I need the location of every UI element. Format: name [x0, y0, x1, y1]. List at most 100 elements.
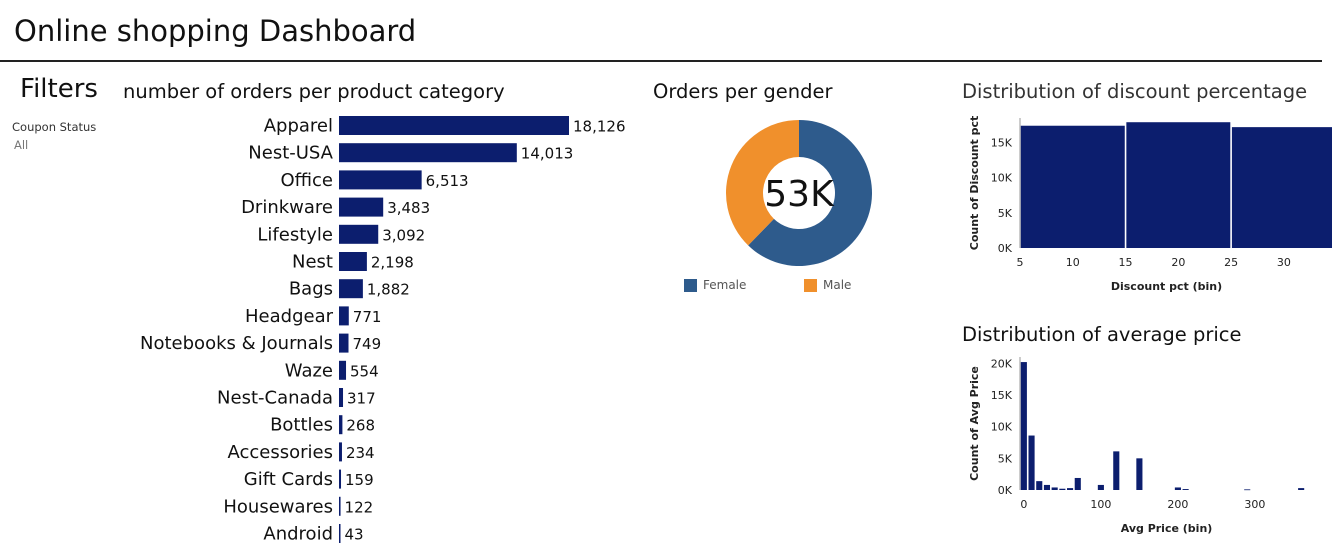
- histogram-bar[interactable]: [1126, 122, 1231, 248]
- y-tick-label: 5K: [998, 452, 1013, 465]
- category-value-label: 6,513: [426, 172, 469, 190]
- category-bar[interactable]: [339, 252, 367, 271]
- y-tick-label: 15K: [991, 137, 1013, 150]
- discount-histogram: 0K 5K 10K 15K 5 10 15 20 25 30 Discount pct (bin) C…: [968, 116, 1332, 293]
- y-tick-label: 10K: [991, 421, 1013, 434]
- category-label: Housewares: [223, 496, 333, 517]
- category-bar[interactable]: [339, 469, 342, 489]
- y-tick-label: 0K: [998, 484, 1013, 497]
- category-bar[interactable]: [339, 388, 344, 407]
- legend-male-label: Male: [823, 278, 852, 292]
- category-value-label: 1,882: [367, 281, 410, 299]
- category-bar[interactable]: [339, 197, 384, 217]
- histogram-bar[interactable]: [1020, 362, 1027, 490]
- category-bar[interactable]: [339, 170, 422, 190]
- gender-chart-title: Orders per gender: [653, 80, 833, 103]
- category-label: Nest-Canada: [217, 388, 333, 409]
- category-bar[interactable]: [339, 524, 341, 543]
- coupon-status-filter-value[interactable]: All: [14, 138, 29, 152]
- discount-chart-title: Distribution of discount percentage: [962, 80, 1308, 103]
- category-value-label: 268: [346, 417, 375, 435]
- histogram-bar[interactable]: [1244, 489, 1251, 491]
- category-label: Bags: [289, 279, 333, 300]
- category-value-label: 554: [350, 362, 379, 380]
- category-bar[interactable]: [339, 415, 343, 435]
- category-value-label: 317: [347, 390, 376, 408]
- dashboard-title: Online shopping Dashboard: [14, 14, 417, 48]
- y-tick-label: 5K: [998, 207, 1013, 220]
- category-value-label: 14,013: [521, 145, 574, 163]
- category-bar[interactable]: [339, 442, 342, 462]
- histogram-bar[interactable]: [1074, 477, 1081, 490]
- slice-male[interactable]: [726, 120, 799, 246]
- y-axis-title: Count of Discount pct: [968, 116, 981, 250]
- avg-price-histogram: 0K 5K 10K 15K 20K 0 100 200 300 Avg Price (bin) Co…: [968, 357, 1305, 535]
- histogram-bar[interactable]: [1231, 127, 1332, 248]
- gender-donut-chart: 53K: [726, 120, 872, 266]
- category-label: Office: [280, 170, 333, 191]
- male-swatch: [804, 278, 817, 292]
- category-label: Android: [263, 524, 333, 545]
- female-swatch: [684, 278, 697, 292]
- category-label: Nest-USA: [248, 143, 333, 164]
- x-tick-label: 15: [1119, 256, 1133, 269]
- category-label: Waze: [285, 360, 333, 381]
- histogram-bar[interactable]: [1020, 125, 1125, 248]
- legend-female[interactable]: Female: [684, 278, 746, 292]
- histogram-bar[interactable]: [1298, 488, 1305, 490]
- donut-center-label: 53K: [764, 174, 835, 215]
- category-value-label: 771: [353, 308, 382, 326]
- category-value-label: 3,092: [382, 226, 425, 244]
- y-axis-title: Count of Avg Price: [968, 366, 981, 481]
- category-value-label: 749: [353, 335, 382, 353]
- filters-title: Filters: [20, 74, 98, 104]
- category-bar[interactable]: [339, 279, 363, 299]
- category-bar[interactable]: [339, 496, 341, 516]
- title-divider: [0, 60, 1322, 62]
- category-bar[interactable]: [339, 333, 349, 353]
- y-tick-label: 0K: [998, 242, 1013, 255]
- histogram-bar[interactable]: [1036, 481, 1043, 490]
- histogram-bar[interactable]: [1113, 451, 1120, 490]
- category-label: Headgear: [245, 306, 334, 327]
- category-label: Gift Cards: [244, 469, 333, 490]
- category-value-label: 18,126: [573, 118, 626, 136]
- slice-female[interactable]: [748, 120, 872, 266]
- category-bar[interactable]: [339, 224, 379, 244]
- x-tick-label: 5: [1017, 256, 1024, 269]
- x-tick-label: 200: [1167, 498, 1188, 511]
- histogram-bar[interactable]: [1028, 435, 1035, 490]
- x-axis-title: Avg Price (bin): [1121, 522, 1213, 535]
- price-chart-title: Distribution of average price: [962, 323, 1242, 346]
- x-tick-label: 20: [1171, 256, 1185, 269]
- category-value-label: 3,483: [387, 199, 430, 217]
- histogram-bar[interactable]: [1182, 489, 1189, 490]
- category-label: Nest: [292, 252, 333, 273]
- category-value-label: 159: [345, 471, 374, 489]
- category-value-label: 234: [346, 444, 375, 462]
- category-chart-title: number of orders per product category: [123, 80, 505, 103]
- histogram-bar[interactable]: [1067, 488, 1074, 490]
- histogram-bar[interactable]: [1174, 487, 1181, 490]
- category-bar[interactable]: [339, 116, 569, 135]
- histogram-bar[interactable]: [1097, 484, 1104, 490]
- category-label: Bottles: [270, 415, 333, 436]
- x-tick-label: 100: [1090, 498, 1111, 511]
- y-tick-label: 10K: [991, 172, 1013, 185]
- category-bar[interactable]: [339, 143, 517, 163]
- histogram-bar[interactable]: [1043, 484, 1051, 490]
- y-tick-label: 15K: [991, 389, 1013, 402]
- x-axis-title: Discount pct (bin): [1111, 280, 1222, 293]
- histogram-bar[interactable]: [1136, 458, 1143, 490]
- category-bar-chart: Apparel 18,126 Nest-USA 14,013 Office 6,513 Dr…: [140, 116, 626, 545]
- x-tick-label: 30: [1277, 256, 1291, 269]
- category-bar[interactable]: [339, 306, 349, 326]
- legend-male[interactable]: Male: [804, 278, 851, 292]
- histogram-bar[interactable]: [1059, 488, 1066, 490]
- category-bar[interactable]: [339, 360, 347, 380]
- category-value-label: 122: [345, 498, 374, 516]
- histogram-bar[interactable]: [1051, 487, 1058, 490]
- category-label: Drinkware: [241, 197, 333, 218]
- category-value-label: 2,198: [371, 254, 414, 272]
- x-tick-label: 10: [1066, 256, 1080, 269]
